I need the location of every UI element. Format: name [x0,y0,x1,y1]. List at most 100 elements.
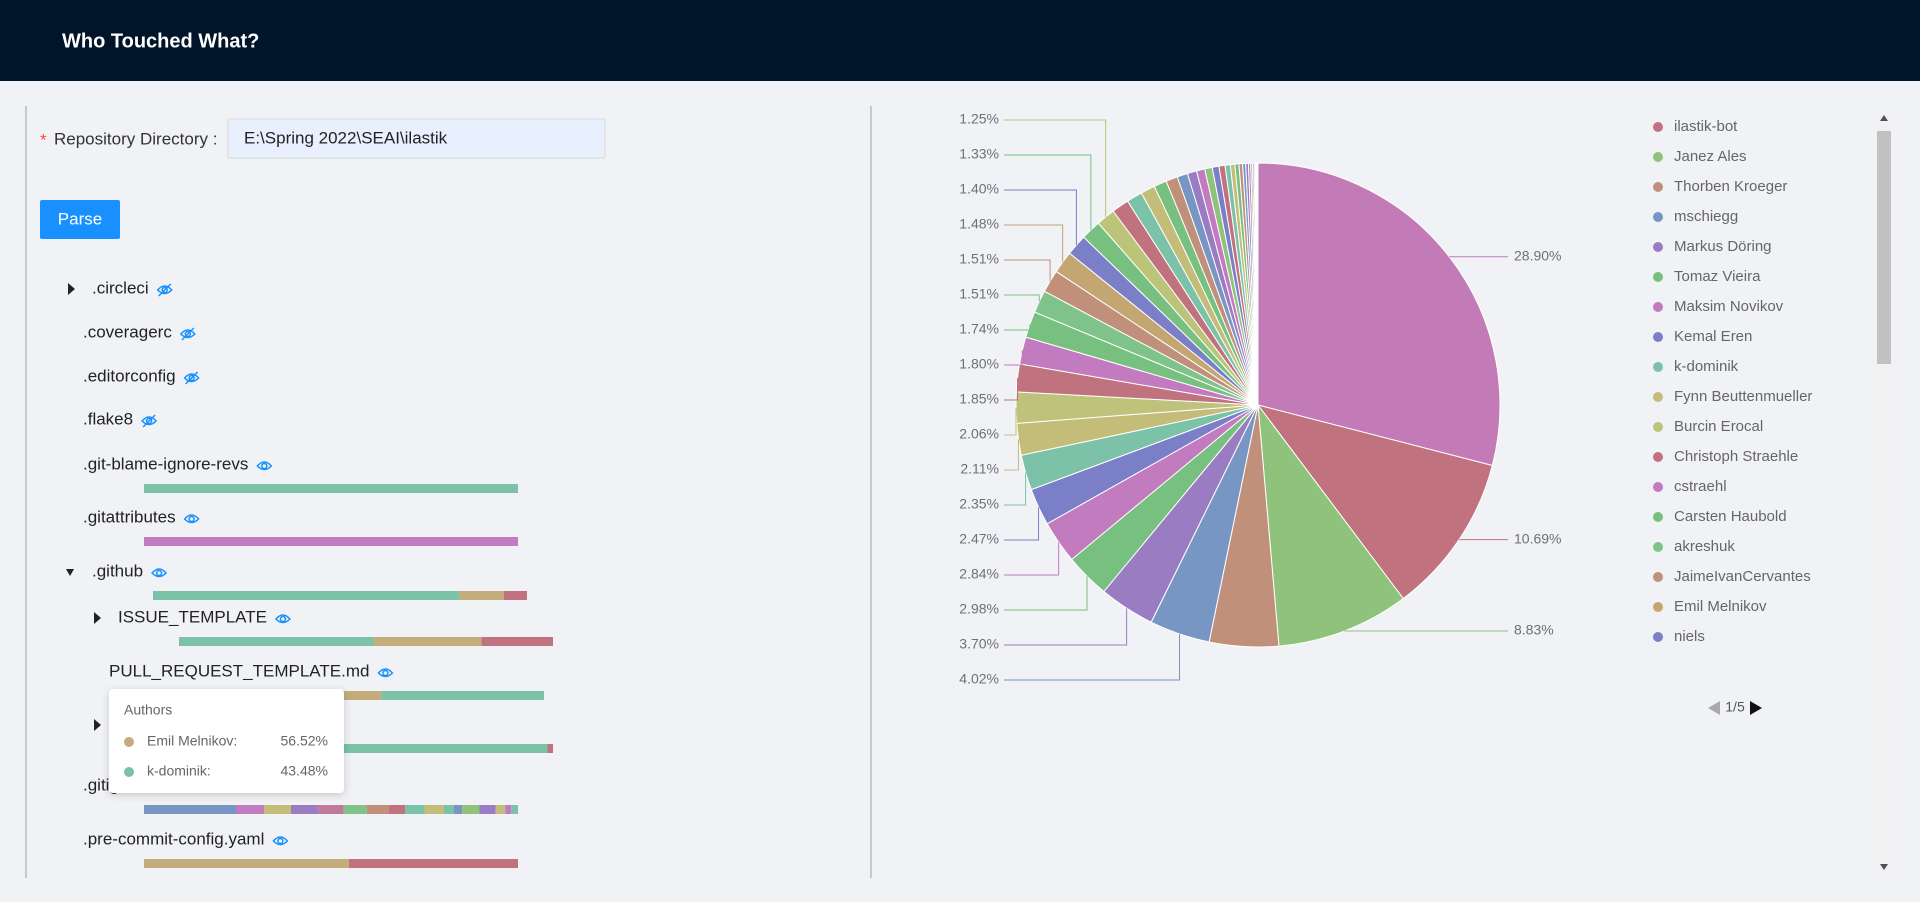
legend-label[interactable]: Fynn Beuttenmueller [1674,388,1812,405]
visible-icon[interactable] [183,514,200,524]
label-leader [1004,259,1051,282]
label-leader [1004,154,1092,230]
legend-marker[interactable] [1653,452,1663,462]
author-share-segment [144,537,518,546]
legend-label[interactable]: Burcin Erocal [1674,418,1763,435]
legend-label[interactable]: Carsten Haubold [1674,508,1787,525]
scroll-up[interactable] [1880,115,1888,121]
visible-icon[interactable] [256,461,273,471]
author-share-segment [462,805,480,814]
eye-pupil [277,837,284,845]
legend-marker[interactable] [1653,212,1663,222]
pie-slice[interactable] [1257,162,1501,467]
tree-node-label[interactable]: .github [92,561,143,580]
eye-outline [256,461,273,471]
legend-marker[interactable] [1653,332,1663,342]
tree-node-label[interactable]: .git-blame-ignore-revs [83,454,248,473]
author-share-segment [388,805,406,814]
tooltip-name: k-dominik: [147,763,211,779]
tree-node-label[interactable]: ISSUE_TEMPLATE [118,607,267,626]
legend-label[interactable]: Kemal Eren [1674,328,1752,345]
visible-icon[interactable] [272,836,289,846]
slice-label: 1.51% [959,286,999,302]
eye-pupil [382,669,389,677]
slice-label: 2.98% [959,601,999,617]
label-leader [1004,608,1128,646]
pie-slice[interactable] [1257,403,1404,647]
legend-marker[interactable] [1653,392,1663,402]
legend-marker[interactable] [1653,182,1663,192]
pie-chart: 28.90% 10.69% 8.83% 4.02% 3.70% 2.98% 2.84% 2.4… [959,111,1561,687]
legend-marker[interactable] [1653,152,1663,162]
author-share-segment [505,805,512,814]
legend-label[interactable]: ilastik-bot [1674,118,1738,135]
author-share-segment [144,805,237,814]
directory-input[interactable] [227,118,606,159]
tree-node-label[interactable]: PULL_REQUEST_TEMPLATE.md [109,661,369,680]
author-share-segment [373,637,482,646]
legend-label[interactable]: cstraehl [1674,478,1727,495]
legend-label[interactable]: Markus Döring [1674,238,1772,255]
legend-marker[interactable] [1653,482,1663,492]
author-share-segment [443,805,454,814]
scrollbar-thumb[interactable] [1877,131,1891,364]
legend-marker[interactable] [1653,362,1663,372]
expand-caret[interactable] [94,719,101,731]
visible-icon[interactable] [274,614,291,624]
slice-label: 2.06% [959,426,999,442]
legend-label[interactable]: Emil Melnikov [1674,598,1767,615]
tree-node-label[interactable]: .pre-commit-config.yaml [83,829,264,848]
tree-node-label[interactable]: .coveragerc [83,322,172,341]
legend-marker[interactable] [1653,272,1663,282]
tree-node-label[interactable]: .gitattributes [83,507,176,526]
slice-label: 4.02% [959,671,999,687]
slice-label: 1.85% [959,391,999,407]
legend-prev[interactable] [1708,701,1720,715]
slice-label: 1.51% [959,251,999,267]
legend-label[interactable]: JaimeIvanCervantes [1674,568,1811,585]
legend-next[interactable] [1750,701,1762,715]
hidden-icon[interactable] [179,327,196,341]
author-share-segment [459,591,504,600]
eye-pupil [161,286,168,294]
expand-caret[interactable] [68,283,75,295]
author-share-segment [144,484,518,493]
legend-label[interactable]: Maksim Novikov [1674,298,1784,315]
hidden-icon[interactable] [156,283,173,297]
legend-marker[interactable] [1653,122,1663,132]
tooltip-value: 43.48% [281,763,328,779]
visible-icon[interactable] [377,668,394,678]
legend-label[interactable]: k-dominik [1674,358,1739,375]
parse-button[interactable] [40,200,120,239]
legend-label[interactable]: Janez Ales [1674,148,1747,165]
hidden-icon[interactable] [183,371,200,385]
legend-marker[interactable] [1653,572,1663,582]
legend-label[interactable]: akreshuk [1674,538,1735,555]
tree-node-label[interactable]: .flake8 [83,409,133,428]
author-share-segment [343,805,367,814]
legend-label[interactable]: Thorben Kroeger [1674,178,1787,195]
label-leader [1004,294,1040,302]
expand-caret[interactable] [94,612,101,624]
hidden-icon[interactable] [141,414,158,428]
legend-marker[interactable] [1653,632,1663,642]
legend-marker[interactable] [1653,512,1663,522]
author-share-segment [424,805,444,814]
legend-marker[interactable] [1653,242,1663,252]
legend-label[interactable]: mschiegg [1674,208,1738,225]
scroll-down[interactable] [1880,864,1888,870]
legend-label[interactable]: Christoph Straehle [1674,448,1798,465]
pie-slice[interactable] [1256,404,1493,600]
slice-label: 8.83% [1514,622,1554,638]
legend-label[interactable]: niels [1674,628,1705,645]
tree-node-label[interactable]: .editorconfig [83,366,176,385]
legend-label[interactable]: Tomaz Vieira [1674,268,1761,285]
eye-slash [185,371,199,385]
visible-icon[interactable] [151,568,168,578]
collapse-caret[interactable] [66,569,74,576]
legend-marker[interactable] [1653,602,1663,612]
legend-marker[interactable] [1653,302,1663,312]
legend-marker[interactable] [1653,542,1663,552]
tree-node-label[interactable]: .circleci [92,278,149,297]
legend-marker[interactable] [1653,422,1663,432]
